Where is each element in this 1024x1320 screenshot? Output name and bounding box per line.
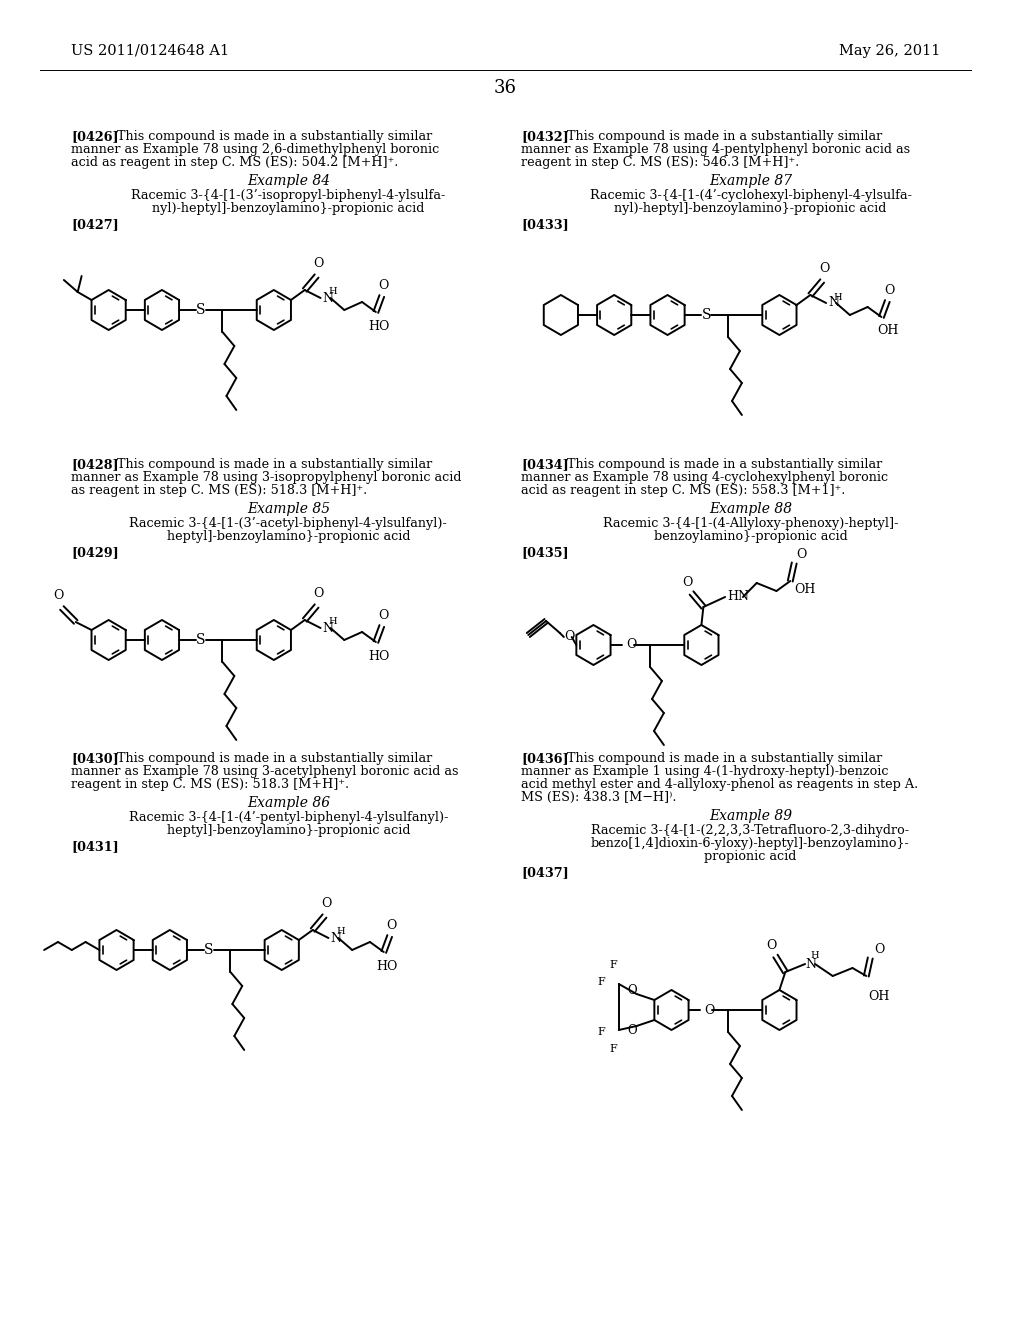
Text: HN: HN xyxy=(727,590,750,603)
Text: Example 84: Example 84 xyxy=(247,174,330,187)
Text: This compound is made in a substantially similar: This compound is made in a substantially… xyxy=(117,129,432,143)
Text: O: O xyxy=(379,279,389,292)
Text: [0436]: [0436] xyxy=(521,752,569,766)
Text: reagent in step C. MS (ES): 518.3 [M+H]⁺.: reagent in step C. MS (ES): 518.3 [M+H]⁺… xyxy=(71,777,349,791)
Text: O: O xyxy=(705,1003,715,1016)
Text: nyl)-heptyl]-benzoylamino}-propionic acid: nyl)-heptyl]-benzoylamino}-propionic aci… xyxy=(153,202,425,215)
Text: O: O xyxy=(884,284,895,297)
Text: benzoylamino}-propionic acid: benzoylamino}-propionic acid xyxy=(653,531,847,543)
Text: This compound is made in a substantially similar: This compound is made in a substantially… xyxy=(117,458,432,471)
Text: H: H xyxy=(328,618,337,627)
Text: O: O xyxy=(564,631,574,644)
Text: [0429]: [0429] xyxy=(71,546,119,558)
Text: Racemic 3-{4-[1-(2,2,3,3-Tetrafluoro-2,3-dihydro-: Racemic 3-{4-[1-(2,2,3,3-Tetrafluoro-2,3… xyxy=(592,824,909,837)
Text: acid as reagent in step C. MS (ES): 558.3 [M+1]⁺.: acid as reagent in step C. MS (ES): 558.… xyxy=(521,484,846,498)
Text: N: N xyxy=(331,932,341,945)
Text: HO: HO xyxy=(368,319,389,333)
Text: S: S xyxy=(196,634,206,647)
Text: Racemic 3-{4-[1-(3’-acetyl-biphenyl-4-ylsulfanyl)-: Racemic 3-{4-[1-(3’-acetyl-biphenyl-4-yl… xyxy=(129,517,447,531)
Text: O: O xyxy=(766,939,776,952)
Text: as reagent in step C. MS (ES): 518.3 [M+H]⁺.: as reagent in step C. MS (ES): 518.3 [M+… xyxy=(71,484,368,498)
Text: acid as reagent in step C. MS (ES): 504.2 [M+H]⁺.: acid as reagent in step C. MS (ES): 504.… xyxy=(71,156,398,169)
Text: O: O xyxy=(379,609,389,622)
Text: OH: OH xyxy=(878,325,899,338)
Text: F: F xyxy=(597,1027,605,1038)
Text: Racemic 3-{4-[1-(3’-isopropyl-biphenyl-4-ylsulfa-: Racemic 3-{4-[1-(3’-isopropyl-biphenyl-4… xyxy=(131,189,445,202)
Text: [0430]: [0430] xyxy=(71,752,119,766)
Text: This compound is made in a substantially similar: This compound is made in a substantially… xyxy=(567,458,882,471)
Text: MS (ES): 438.3 [M−H]⁾.: MS (ES): 438.3 [M−H]⁾. xyxy=(521,791,677,804)
Text: [0433]: [0433] xyxy=(521,218,569,231)
Text: reagent in step C. MS (ES): 546.3 [M+H]⁺.: reagent in step C. MS (ES): 546.3 [M+H]⁺… xyxy=(521,156,800,169)
Text: N: N xyxy=(805,957,816,970)
Text: manner as Example 78 using 4-cyclohexylphenyl boronic: manner as Example 78 using 4-cyclohexylp… xyxy=(521,471,889,484)
Text: manner as Example 78 using 2,6-dimethylphenyl boronic: manner as Example 78 using 2,6-dimethylp… xyxy=(71,143,439,156)
Text: heptyl]-benzoylamino}-propionic acid: heptyl]-benzoylamino}-propionic acid xyxy=(167,824,410,837)
Text: O: O xyxy=(628,1023,638,1036)
Text: S: S xyxy=(204,942,213,957)
Text: F: F xyxy=(609,960,616,970)
Text: S: S xyxy=(701,308,711,322)
Text: manner as Example 1 using 4-(1-hydroxy-heptyl)-benzoic: manner as Example 1 using 4-(1-hydroxy-h… xyxy=(521,766,889,777)
Text: Example 88: Example 88 xyxy=(709,502,792,516)
Text: [0426]: [0426] xyxy=(71,129,119,143)
Text: nyl)-heptyl]-benzoylamino}-propionic acid: nyl)-heptyl]-benzoylamino}-propionic aci… xyxy=(614,202,887,215)
Text: O: O xyxy=(628,983,638,997)
Text: This compound is made in a substantially similar: This compound is made in a substantially… xyxy=(567,129,882,143)
Text: [0427]: [0427] xyxy=(71,218,119,231)
Text: H: H xyxy=(336,928,345,936)
Text: HO: HO xyxy=(376,960,397,973)
Text: [0437]: [0437] xyxy=(521,866,569,879)
Text: [0435]: [0435] xyxy=(521,546,569,558)
Text: N: N xyxy=(828,297,839,309)
Text: 36: 36 xyxy=(494,79,517,96)
Text: F: F xyxy=(597,977,605,987)
Text: HO: HO xyxy=(368,649,389,663)
Text: O: O xyxy=(386,919,397,932)
Text: manner as Example 78 using 3-acetylphenyl boronic acid as: manner as Example 78 using 3-acetylpheny… xyxy=(71,766,459,777)
Text: manner as Example 78 using 4-pentylphenyl boronic acid as: manner as Example 78 using 4-pentylpheny… xyxy=(521,143,910,156)
Text: Example 86: Example 86 xyxy=(247,796,330,810)
Text: May 26, 2011: May 26, 2011 xyxy=(839,44,940,58)
Text: O: O xyxy=(322,898,332,909)
Text: US 2011/0124648 A1: US 2011/0124648 A1 xyxy=(71,44,229,58)
Text: Racemic 3-{4-[1-(4-Allyloxy-phenoxy)-heptyl]-: Racemic 3-{4-[1-(4-Allyloxy-phenoxy)-hep… xyxy=(603,517,898,531)
Text: F: F xyxy=(609,1044,616,1053)
Text: H: H xyxy=(834,293,843,301)
Text: benzo[1,4]dioxin-6-yloxy)-heptyl]-benzoylamino}-: benzo[1,4]dioxin-6-yloxy)-heptyl]-benzoy… xyxy=(591,837,910,850)
Text: heptyl]-benzoylamino}-propionic acid: heptyl]-benzoylamino}-propionic acid xyxy=(167,531,410,543)
Text: Example 87: Example 87 xyxy=(709,174,792,187)
Text: O: O xyxy=(627,639,637,652)
Text: acid methyl ester and 4-allyloxy-phenol as reagents in step A.: acid methyl ester and 4-allyloxy-phenol … xyxy=(521,777,919,791)
Text: [0434]: [0434] xyxy=(521,458,569,471)
Text: H: H xyxy=(328,288,337,297)
Text: O: O xyxy=(682,576,693,589)
Text: N: N xyxy=(323,622,334,635)
Text: This compound is made in a substantially similar: This compound is made in a substantially… xyxy=(117,752,432,766)
Text: Example 85: Example 85 xyxy=(247,502,330,516)
Text: This compound is made in a substantially similar: This compound is made in a substantially… xyxy=(567,752,882,766)
Text: manner as Example 78 using 3-isopropylphenyl boronic acid: manner as Example 78 using 3-isopropylph… xyxy=(71,471,462,484)
Text: O: O xyxy=(53,589,63,602)
Text: N: N xyxy=(323,292,334,305)
Text: O: O xyxy=(313,587,324,601)
Text: O: O xyxy=(313,257,324,271)
Text: O: O xyxy=(797,548,807,561)
Text: propionic acid: propionic acid xyxy=(705,850,797,863)
Text: OH: OH xyxy=(868,990,890,1003)
Text: OH: OH xyxy=(795,583,815,597)
Text: [0431]: [0431] xyxy=(71,840,119,853)
Text: [0432]: [0432] xyxy=(521,129,569,143)
Text: Racemic 3-{4-[1-(4’-pentyl-biphenyl-4-ylsulfanyl)-: Racemic 3-{4-[1-(4’-pentyl-biphenyl-4-yl… xyxy=(129,810,449,824)
Text: O: O xyxy=(874,942,885,956)
Text: S: S xyxy=(196,304,206,317)
Text: Example 89: Example 89 xyxy=(709,809,792,822)
Text: O: O xyxy=(819,261,829,275)
Text: H: H xyxy=(811,952,819,961)
Text: [0428]: [0428] xyxy=(71,458,119,471)
Text: Racemic 3-{4-[1-(4’-cyclohexyl-biphenyl-4-ylsulfa-: Racemic 3-{4-[1-(4’-cyclohexyl-biphenyl-… xyxy=(590,189,911,202)
